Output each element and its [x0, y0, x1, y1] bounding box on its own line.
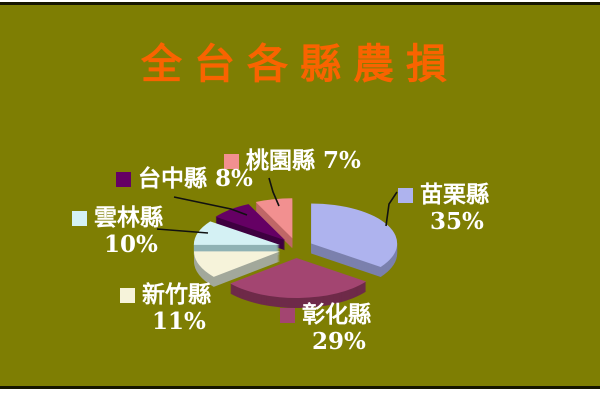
pie-slice-group-changhua	[230, 257, 367, 308]
callout-hsinchu: 新竹縣 11%	[120, 281, 211, 335]
legend-swatch-changhua	[280, 308, 295, 323]
callout-taichung: 台中縣 8%	[116, 165, 253, 192]
legend-label-hsinchu: 新竹縣	[142, 281, 211, 308]
legend-swatch-taoyuan	[224, 154, 239, 169]
pie-slice-group-taoyuan	[255, 198, 293, 249]
callout-changhua: 彰化縣 29%	[280, 301, 371, 355]
legend-label-yunlin: 雲林縣	[94, 204, 163, 231]
leader-line-yunlin	[156, 228, 209, 234]
legend-label-taoyuan: 桃園縣	[246, 147, 315, 174]
legend-percent-yunlin: 10%	[104, 231, 158, 258]
leader-line-taichung	[173, 196, 248, 216]
pie-slice-group-hsinchu	[194, 251, 281, 287]
pie-slice-group-taichung	[215, 204, 286, 251]
legend-swatch-yunlin	[72, 211, 87, 226]
leader-line-taoyuan	[268, 177, 280, 207]
pie-slice-hsinchu	[194, 251, 281, 277]
legend-percent-hsinchu: 11%	[152, 308, 206, 335]
callout-yunlin: 雲林縣 10%	[72, 204, 163, 258]
legend-label-changhua: 彰化縣	[302, 301, 371, 328]
pie-slices	[193, 198, 398, 308]
legend-label-miaoli: 苗栗縣	[420, 181, 489, 208]
pie-slice-miaoli	[311, 203, 398, 267]
legend-swatch-hsinchu	[120, 288, 135, 303]
leader-line-miaoli	[385, 191, 398, 227]
pie-slice-taichung	[215, 204, 286, 241]
pie-slice-taoyuan	[255, 198, 293, 239]
chart-background	[0, 2, 600, 389]
pie-slice-changhua	[230, 257, 367, 298]
leader-lines	[156, 177, 398, 234]
callout-miaoli: 苗栗縣 35%	[398, 181, 489, 235]
legend-swatch-taichung	[116, 172, 131, 187]
legend-percent-changhua: 29%	[312, 328, 366, 355]
legend-percent-taoyuan: 7%	[323, 147, 361, 174]
callout-taoyuan: 桃園縣 7%	[224, 147, 361, 174]
legend-percent-miaoli: 35%	[430, 208, 484, 235]
legend-swatch-miaoli	[398, 188, 413, 203]
legend-percent-taichung: 8%	[215, 165, 253, 192]
pie-slice-yunlin	[193, 221, 280, 245]
pie-slice-group-miaoli	[311, 203, 398, 277]
legend-label-taichung: 台中縣	[138, 165, 207, 192]
pie-slice-group-yunlin	[193, 221, 280, 255]
chart-title: 全台各縣農損	[141, 40, 459, 88]
